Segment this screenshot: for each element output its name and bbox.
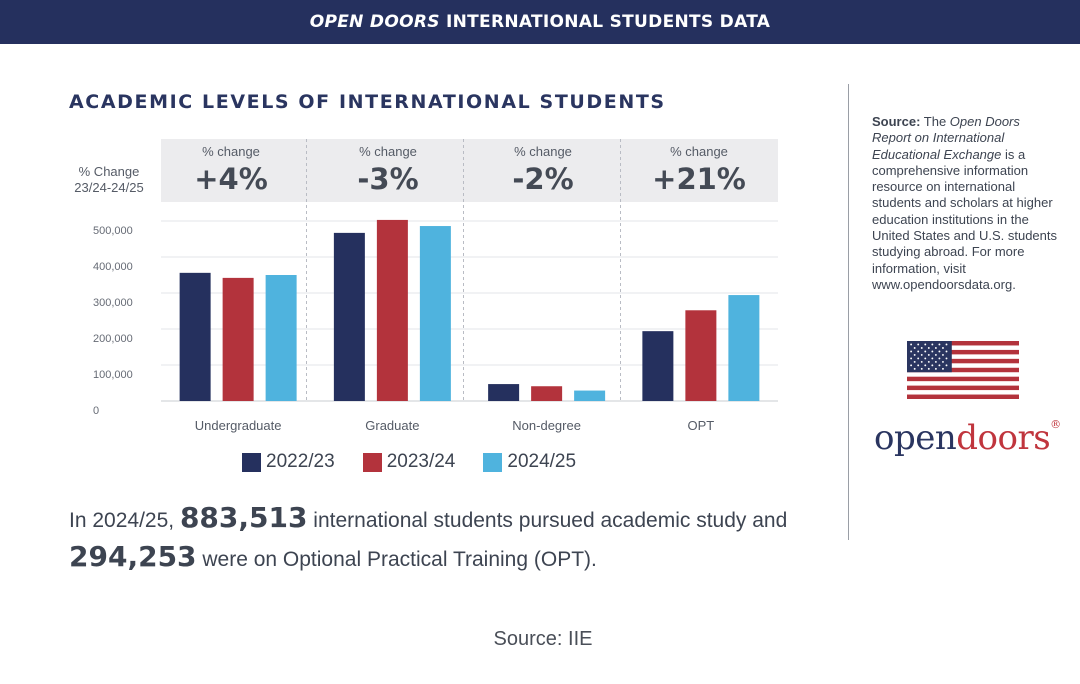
summary-part: international students pursued academic … — [307, 509, 788, 532]
pct-change-value: -3% — [357, 162, 419, 196]
source-text: is a comprehensive information resource … — [872, 146, 1057, 292]
bar — [642, 331, 674, 401]
bar — [265, 275, 297, 401]
pct-change-label: % change — [670, 144, 728, 159]
y-tick-label: 0 — [93, 405, 99, 417]
bar — [488, 384, 520, 401]
bar — [685, 310, 717, 401]
y-tick-label: 200,000 — [93, 333, 133, 345]
summary-number: 294,253 — [69, 540, 197, 573]
y-tick-label: 500,000 — [93, 225, 133, 237]
summary-part: were on Optional Practical Training (OPT… — [196, 548, 597, 571]
x-tick-label: Undergraduate — [195, 418, 282, 433]
legend-label: 2024/25 — [507, 451, 577, 472]
header-band: OPEN DOORS INTERNATIONAL STUDENTS DATA — [0, 0, 1080, 44]
legend-label: 2022/23 — [266, 451, 335, 472]
pct-change-axis-line-1: % Change — [78, 164, 140, 179]
pct-change-graduate: % change -3% — [310, 143, 466, 197]
x-tick-label: Non-degree — [512, 418, 581, 433]
summary-part: In 2024/25, — [69, 509, 180, 532]
legend-item: 2024/25 — [483, 451, 576, 473]
group-separator — [463, 139, 464, 402]
legend-swatch — [362, 452, 382, 472]
bar — [179, 272, 211, 401]
pct-change-label: % change — [514, 144, 572, 159]
us-flag-icon — [907, 341, 1019, 399]
legend-swatch — [242, 452, 261, 472]
chart-legend: 2022/23 2023/24 2024/25 — [242, 451, 604, 473]
pct-change-undergraduate: % change +4% — [153, 143, 309, 197]
header-title-rest: INTERNATIONAL STUDENTS DATA — [439, 12, 771, 32]
legend-label: 2023/24 — [386, 451, 456, 472]
bar — [531, 386, 563, 401]
group-separator — [620, 139, 621, 402]
legend-swatch — [483, 452, 503, 472]
pct-change-value: +21% — [652, 162, 746, 196]
bar — [222, 277, 254, 401]
footer-source: Source: IIE — [493, 628, 593, 650]
bar — [333, 232, 365, 401]
group-separator — [306, 139, 307, 402]
pct-change-label: % change — [202, 144, 260, 159]
source-description: Source: The Open Doors Report on Interna… — [872, 114, 1062, 293]
source-label: Source: — [872, 114, 921, 129]
legend-item: 2022/23 — [242, 451, 335, 473]
legend-item: 2023/24 — [362, 451, 456, 473]
y-tick-label: 400,000 — [93, 261, 133, 273]
vertical-divider — [848, 84, 849, 540]
source-text: The — [920, 114, 950, 129]
x-tick-label: OPT — [688, 418, 715, 433]
pct-change-axis-label: % Change 23/24-24/25 — [60, 164, 158, 196]
bar — [419, 226, 451, 401]
pct-change-value: +4% — [194, 162, 268, 196]
pct-change-value: -2% — [512, 162, 574, 196]
chart-title: ACADEMIC LEVELS OF INTERNATIONAL STUDENT… — [69, 91, 666, 113]
y-tick-label: 300,000 — [93, 297, 133, 309]
opendoors-logo: opendoors® — [874, 418, 1061, 458]
summary-number: 883,513 — [179, 501, 308, 534]
pct-change-opt: % change +21% — [621, 143, 777, 197]
logo-registered-mark: ® — [1050, 418, 1061, 431]
header-title: OPEN DOORS INTERNATIONAL STUDENTS DATA — [310, 12, 771, 32]
bar — [376, 219, 408, 401]
bar — [728, 295, 760, 401]
bar — [574, 390, 606, 401]
pct-change-band — [161, 139, 778, 202]
pct-change-label: % change — [359, 144, 417, 159]
source-report-title: Open Doors Report on International Educa… — [872, 114, 1020, 162]
pct-change-axis-line-2: 23/24-24/25 — [74, 180, 144, 195]
pct-change-non-degree: % change -2% — [465, 143, 621, 197]
summary-line-2: 294,253 were on Optional Practical Train… — [69, 539, 787, 578]
summary-text: In 2024/25, 883,513 international studen… — [69, 500, 787, 578]
summary-line-1: In 2024/25, 883,513 international studen… — [69, 500, 787, 539]
logo-part-doors: doors — [956, 418, 1051, 458]
logo-part-open: open — [874, 418, 957, 458]
header-title-italic: OPEN DOORS — [309, 12, 440, 32]
x-tick-label: Graduate — [365, 418, 419, 433]
y-tick-label: 100,000 — [93, 369, 133, 381]
